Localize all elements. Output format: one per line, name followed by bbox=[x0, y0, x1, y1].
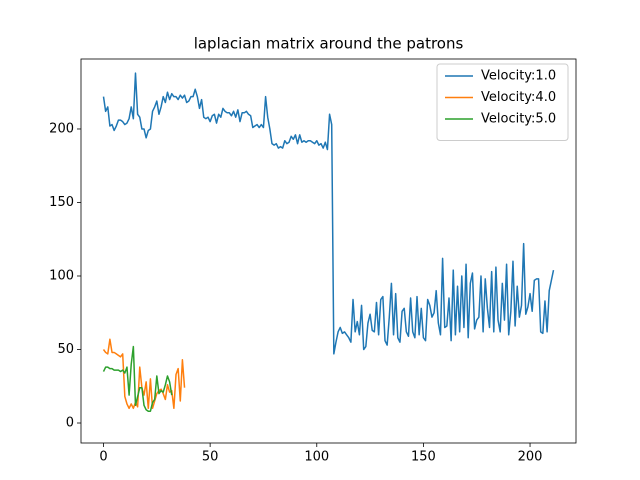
x-tick-label: 100 bbox=[304, 450, 329, 465]
y-tick-label: 50 bbox=[57, 342, 74, 357]
legend-label: Velocity:1.0 bbox=[481, 69, 556, 84]
y-tick-label: 0 bbox=[66, 416, 74, 431]
legend-box bbox=[436, 63, 569, 141]
legend-label: Velocity:5.0 bbox=[481, 112, 556, 127]
y-tick-label: 100 bbox=[49, 268, 74, 283]
x-tick-label: 150 bbox=[411, 450, 436, 465]
plot-frame bbox=[80, 58, 577, 444]
x-tick-label: 0 bbox=[99, 450, 107, 465]
y-tick-label: 150 bbox=[49, 195, 74, 210]
x-tick-label: 200 bbox=[518, 450, 543, 465]
legend-label: Velocity:4.0 bbox=[481, 90, 556, 105]
line-series bbox=[102, 72, 555, 355]
chart-title: laplacian matrix around the patrons bbox=[194, 35, 464, 53]
y-tick-label: 200 bbox=[49, 121, 74, 136]
line-series bbox=[102, 345, 173, 412]
x-tick-label: 50 bbox=[202, 450, 219, 465]
